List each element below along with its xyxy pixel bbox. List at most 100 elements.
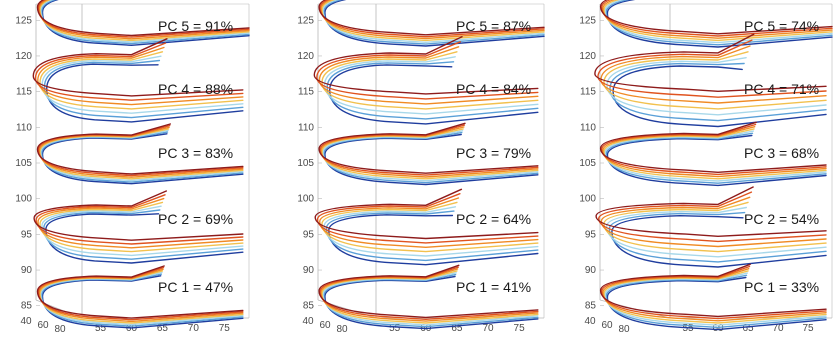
y-tick-label: 90 (585, 265, 597, 276)
series-line (323, 273, 539, 328)
series-line (33, 190, 244, 241)
y-tick-label: 110 (580, 122, 596, 133)
series-line (603, 270, 827, 324)
series-line (606, 134, 827, 187)
series-line (320, 268, 539, 322)
series-line (40, 271, 244, 326)
series-line (318, 122, 539, 174)
series-line (43, 59, 244, 119)
series-line (318, 46, 539, 105)
series-line (605, 132, 827, 184)
y-tick-label: 105 (297, 158, 314, 169)
series-line (598, 191, 827, 243)
variance-label: PC 2 = 69% (158, 211, 233, 227)
depth-tick-label: 40 (20, 316, 32, 327)
series-line (604, 272, 827, 326)
series-line (318, 0, 545, 36)
series-line (605, 0, 833, 46)
y-tick-label: 100 (579, 194, 596, 205)
series-line (605, 206, 827, 258)
variance-label: PC 5 = 74% (744, 18, 819, 34)
depth-tick-label: 40 (584, 316, 596, 327)
y-tick-label: 85 (303, 301, 315, 312)
series-line (316, 41, 539, 100)
series-line (603, 51, 827, 110)
series-line (322, 272, 539, 326)
series-line (38, 268, 244, 323)
variance-label: PC 5 = 91% (158, 18, 233, 34)
series-line (594, 33, 827, 92)
x-tick-label: 55 (95, 323, 107, 334)
series-line (320, 126, 539, 178)
series-line (603, 0, 833, 42)
series-line (36, 0, 250, 37)
x-tick-label: 55 (682, 323, 694, 334)
series-line (602, 268, 827, 322)
variance-label: PC 2 = 64% (456, 211, 531, 227)
y-tick-label: 110 (16, 122, 32, 133)
series-line (602, 0, 833, 39)
y-tick-label: 105 (15, 158, 32, 169)
series-line (318, 264, 539, 319)
series-line (38, 0, 250, 40)
series-line (322, 0, 545, 43)
series-line (37, 197, 244, 249)
x-tick-label: 70 (772, 323, 784, 334)
variance-label: PC 5 = 87% (456, 18, 531, 34)
variance-label: PC 3 = 83% (158, 145, 233, 161)
series-line (314, 188, 539, 240)
y-tick-label: 90 (303, 265, 315, 276)
y-tick-label: 95 (21, 229, 33, 240)
depth-tick-label: 80 (618, 324, 630, 335)
series-line (321, 270, 539, 324)
x-tick-label: 65 (451, 323, 463, 334)
depth-tick-label: 40 (302, 316, 314, 327)
series-line (36, 123, 244, 175)
y-tick-label: 95 (303, 229, 315, 240)
series-line (603, 128, 827, 180)
series-line (321, 0, 545, 42)
series-line (41, 0, 250, 45)
series-line (609, 62, 827, 122)
series-line (320, 0, 545, 40)
series-line (599, 0, 833, 35)
y-tick-label: 85 (585, 301, 597, 312)
y-tick-label: 100 (297, 194, 314, 205)
series-line (606, 276, 827, 331)
series-line (37, 46, 244, 106)
series-line (319, 124, 539, 176)
series-line (323, 0, 545, 45)
depth-tick-label: 60 (601, 320, 613, 331)
series-line (604, 130, 827, 182)
series-line (41, 0, 250, 46)
y-tick-label: 90 (21, 265, 33, 276)
series-line (595, 186, 827, 237)
series-line (32, 38, 244, 97)
series-line (597, 39, 827, 98)
series-line (611, 215, 827, 268)
y-tick-label: 125 (15, 15, 32, 26)
series-line (602, 126, 827, 178)
series-line (599, 263, 827, 318)
x-tick-label: 70 (482, 323, 494, 334)
series-line (319, 0, 545, 38)
series-line (323, 131, 539, 184)
variance-label: PC 4 = 71% (744, 81, 819, 97)
series-line (41, 133, 244, 185)
variance-label: PC 4 = 88% (158, 81, 233, 97)
x-tick-label: 65 (742, 323, 754, 334)
series-line (321, 128, 539, 180)
series-line (38, 126, 244, 178)
series-line (604, 0, 833, 44)
series-line (319, 197, 539, 248)
series-line (37, 0, 250, 38)
series-line (41, 275, 244, 329)
series-line (601, 0, 833, 37)
series-line (40, 0, 250, 43)
x-tick-label: 70 (188, 323, 200, 334)
depth-tick-label: 80 (336, 324, 348, 335)
series-line (319, 266, 539, 320)
series-line (34, 42, 244, 101)
depth-tick-label: 80 (54, 324, 66, 335)
